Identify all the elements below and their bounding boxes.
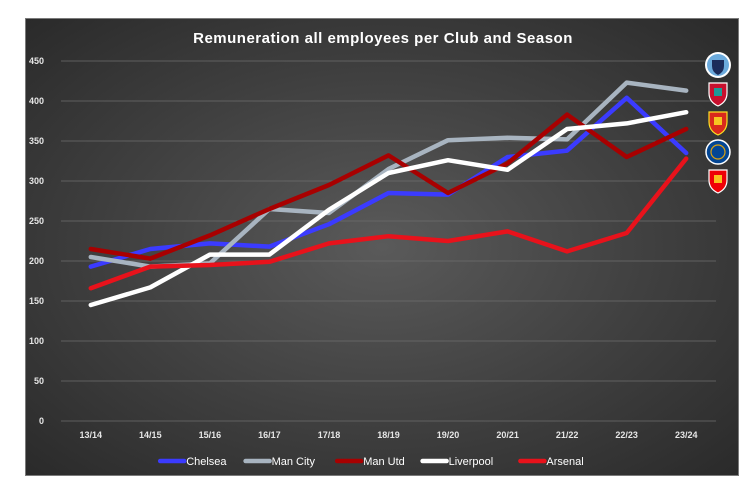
x-tick-label: 15/16 [199, 430, 222, 440]
x-tick-label: 14/15 [139, 430, 162, 440]
legend-label: Chelsea [186, 456, 227, 468]
y-tick-label: 350 [29, 136, 44, 146]
line-chart: Remuneration all employees per Club and … [29, 30, 731, 468]
x-tick-label: 16/17 [258, 430, 281, 440]
x-tick-label: 21/22 [556, 430, 579, 440]
x-tick-label: 23/24 [675, 430, 698, 440]
legend-label: Man City [272, 456, 316, 468]
y-tick-label: 200 [29, 256, 44, 266]
man-city-crest-icon [705, 52, 731, 78]
y-tick-label: 0 [39, 416, 44, 426]
chelsea-crest-icon [705, 139, 731, 165]
man-utd-crest-icon [708, 111, 728, 136]
x-tick-label: 17/18 [318, 430, 341, 440]
legend-label: Arsenal [546, 456, 583, 468]
y-tick-label: 450 [29, 56, 44, 66]
liverpool-crest-icon [708, 82, 728, 107]
club-logos [705, 52, 731, 194]
series-lines [88, 80, 689, 308]
legend-label: Liverpool [449, 456, 494, 468]
x-tick-label: 19/20 [437, 430, 460, 440]
legend-label: Man Utd [363, 456, 405, 468]
x-tick-label: 18/19 [377, 430, 400, 440]
x-tick-label: 22/23 [615, 430, 638, 440]
y-tick-label: 300 [29, 176, 44, 186]
gridlines [61, 60, 716, 422]
y-tick-label: 100 [29, 336, 44, 346]
arsenal-crest-icon [708, 169, 728, 194]
series-line-arsenal [88, 156, 689, 291]
chart-title: Remuneration all employees per Club and … [193, 30, 573, 47]
y-axis-ticks: 0 50 100 150 200 250 300 350 400 450 [29, 56, 44, 426]
y-tick-label: 250 [29, 216, 44, 226]
chart-frame: Remuneration all employees per Club and … [25, 18, 739, 476]
y-tick-label: 400 [29, 96, 44, 106]
x-tick-label: 20/21 [496, 430, 519, 440]
x-axis-ticks: 13/14 14/15 15/16 16/17 17/18 18/19 19/20 20/21… [80, 430, 698, 440]
y-tick-label: 50 [34, 376, 44, 386]
x-tick-label: 13/14 [80, 430, 103, 440]
y-tick-label: 150 [29, 296, 44, 306]
legend: Chelsea Man City Man Utd Liverpool Arsenal [157, 456, 584, 468]
